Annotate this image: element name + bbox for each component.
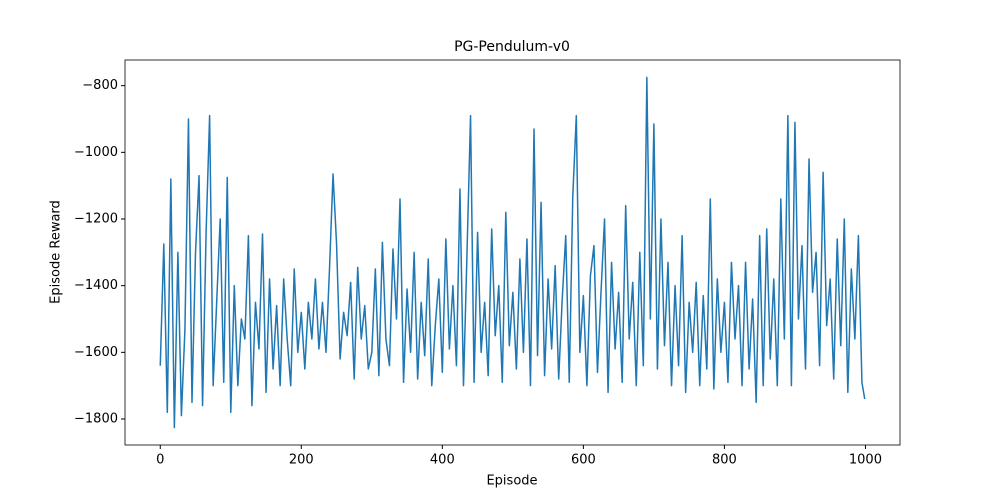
y-tick-label: −1400 bbox=[74, 278, 118, 293]
x-tick-label: 1000 bbox=[849, 453, 882, 468]
x-tick-label: 800 bbox=[712, 453, 737, 468]
line bbox=[159, 76, 866, 429]
x-tick-label: 0 bbox=[156, 453, 164, 468]
x-tick-label: 600 bbox=[571, 453, 596, 468]
x-tick-label: 200 bbox=[289, 453, 314, 468]
y-axis-label: Episode Reward bbox=[49, 200, 64, 304]
x-axis-label: Episode bbox=[486, 474, 537, 489]
y-tick-label: −800 bbox=[82, 78, 118, 93]
chart-title: PG-Pendulum-v0 bbox=[454, 39, 570, 55]
y-tick-label: −1600 bbox=[74, 345, 118, 360]
x-tick-label: 400 bbox=[430, 453, 455, 468]
axes-frame bbox=[124, 59, 901, 446]
y-tick-label: −1000 bbox=[74, 145, 118, 160]
y-tick-label: −1200 bbox=[74, 212, 118, 227]
y-tick-label: −1800 bbox=[74, 412, 118, 427]
